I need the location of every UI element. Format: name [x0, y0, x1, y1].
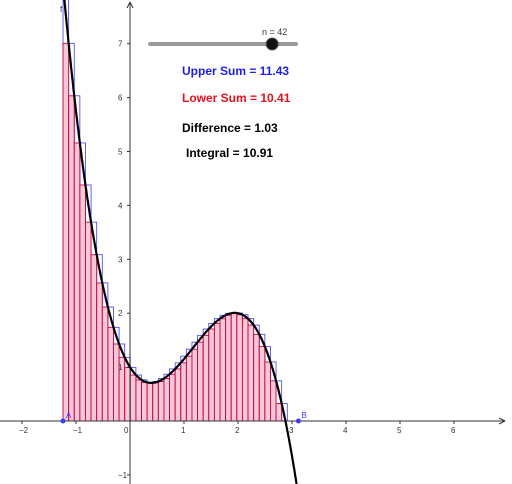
lower-sum-rect: [241, 318, 249, 422]
y-tick-label: 2: [118, 309, 123, 318]
lower-sum-rect: [191, 348, 199, 422]
lower-sum-rect: [197, 341, 204, 422]
lower-sum-rect: [230, 312, 238, 422]
lower-sum-rect: [79, 184, 86, 422]
lower-sum-rect: [146, 382, 154, 422]
y-tick-label: 7: [118, 40, 123, 49]
y-tick-label: 1: [118, 363, 123, 372]
lower-sum-rect: [96, 282, 103, 422]
point-a[interactable]: [60, 418, 66, 424]
point-b-label: B: [301, 411, 306, 420]
difference-text: Difference = 1.03: [182, 121, 278, 135]
lower-sum-rect: [85, 221, 92, 422]
lower-sum-rect: [163, 378, 170, 422]
lower-sum-rect: [129, 374, 137, 422]
y-tick-label: 5: [118, 148, 123, 157]
lower-sum-rect: [202, 334, 210, 422]
lower-sum-rect: [264, 361, 271, 422]
lower-sum-rect: [157, 380, 165, 422]
point-b[interactable]: [295, 418, 301, 424]
function-label: f: [60, 5, 63, 14]
y-axis-arrow: [126, 1, 134, 9]
y-tick-label: 6: [118, 94, 123, 103]
x-tick-label: 0: [124, 426, 129, 435]
y-tick-label: −1: [118, 471, 128, 480]
lower-sum-rect: [73, 142, 81, 422]
x-tick-label: 6: [451, 426, 456, 435]
lower-sum-rect: [275, 403, 283, 422]
lower-sum-rect: [101, 306, 109, 422]
lower-sum-rect: [258, 346, 266, 422]
lower-sum-rect: [169, 373, 176, 422]
y-tick-label: 3: [118, 255, 123, 264]
upper-sum-text: Upper Sum = 11.43: [182, 64, 290, 78]
lower-sum-rectangles: [62, 42, 283, 422]
point-a-label: A: [66, 411, 72, 420]
lower-sum-rect: [236, 314, 243, 422]
interval-points: A B: [60, 411, 307, 424]
lower-sum-rect: [247, 324, 255, 422]
integral-text: Integral = 10.91: [186, 146, 274, 160]
lower-sum-rect: [135, 379, 142, 422]
x-tick-label: 5: [397, 426, 402, 435]
lower-sum-rect: [219, 318, 227, 422]
lower-sum-rect: [270, 380, 277, 422]
lower-sum-rect: [253, 333, 260, 422]
x-axis-arrow: [498, 417, 506, 425]
x-tick-label: −1: [73, 426, 83, 435]
lower-sum-rect: [62, 42, 70, 422]
lower-sum-rect: [90, 254, 98, 422]
x-tick-label: 4: [343, 426, 348, 435]
x-tick-label: −2: [19, 426, 29, 435]
lower-sum-rect: [107, 326, 114, 422]
lower-sum-rect: [68, 95, 75, 422]
lower-sum-text: Lower Sum = 10.41: [182, 91, 291, 105]
lower-sum-rect: [113, 343, 120, 422]
lower-sum-rect: [174, 368, 182, 422]
lower-sum-rect: [225, 314, 232, 422]
lower-sum-rect: [185, 355, 193, 422]
lower-sum-rect: [152, 382, 159, 422]
n-slider[interactable]: [148, 37, 298, 51]
x-tick-label: 3: [289, 426, 294, 435]
x-tick-label: 1: [181, 426, 186, 435]
x-tick-label: 2: [235, 426, 240, 435]
lower-sum-rect: [124, 367, 131, 422]
axis-ticks: −2 −1 0 1 2 3 4 5 6 −1 1 2 3 4 5 6 7: [19, 40, 456, 480]
function-curve-f[interactable]: [63, 0, 298, 484]
lower-sum-rect: [213, 322, 221, 422]
lower-sum-rect: [180, 362, 187, 422]
y-tick-label: 4: [118, 201, 123, 210]
lower-sum-rect: [208, 328, 215, 422]
slider-handle[interactable]: [265, 37, 279, 51]
slider-value-label: n = 42: [262, 27, 288, 37]
lower-sum-rect: [141, 381, 148, 422]
